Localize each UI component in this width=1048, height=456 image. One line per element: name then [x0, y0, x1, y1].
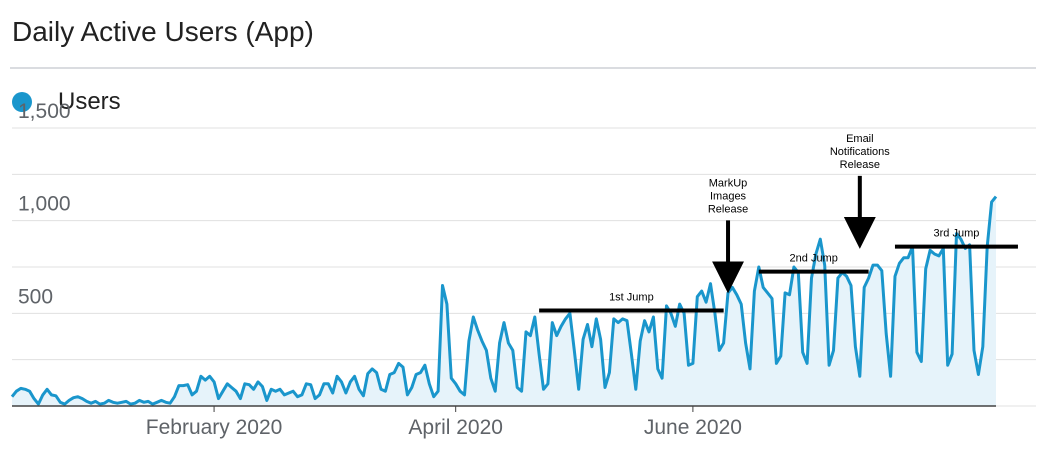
- release-label-line: Release: [840, 159, 880, 171]
- jump-label: 2nd Jump: [790, 253, 838, 265]
- series-area-fill: [12, 196, 996, 406]
- y-tick-label: 1,500: [18, 100, 71, 123]
- jump-label: 1st Jump: [609, 292, 654, 304]
- release-label-line: Email: [846, 133, 874, 145]
- release-label-line: MarkUp: [709, 177, 748, 189]
- jump-label: 3rd Jump: [934, 228, 980, 240]
- release-label-line: Notifications: [830, 146, 890, 158]
- release-label-line: Images: [710, 190, 747, 202]
- chart-legend[interactable]: Users: [12, 88, 121, 116]
- y-tick-label: 1,000: [18, 193, 71, 216]
- series-line-users[interactable]: [10, 195, 998, 406]
- x-tick-label: June 2020: [644, 416, 742, 439]
- x-tick-label: April 2020: [408, 416, 503, 439]
- release-label-line: Release: [708, 203, 748, 215]
- y-tick-label: 500: [18, 285, 53, 308]
- chart-title: Daily Active Users (App): [12, 16, 314, 47]
- x-tick-label: February 2020: [146, 416, 283, 439]
- title-divider: [10, 67, 1036, 69]
- legend-series-label: Users: [58, 88, 121, 115]
- legend-series-dot-icon: [12, 92, 32, 112]
